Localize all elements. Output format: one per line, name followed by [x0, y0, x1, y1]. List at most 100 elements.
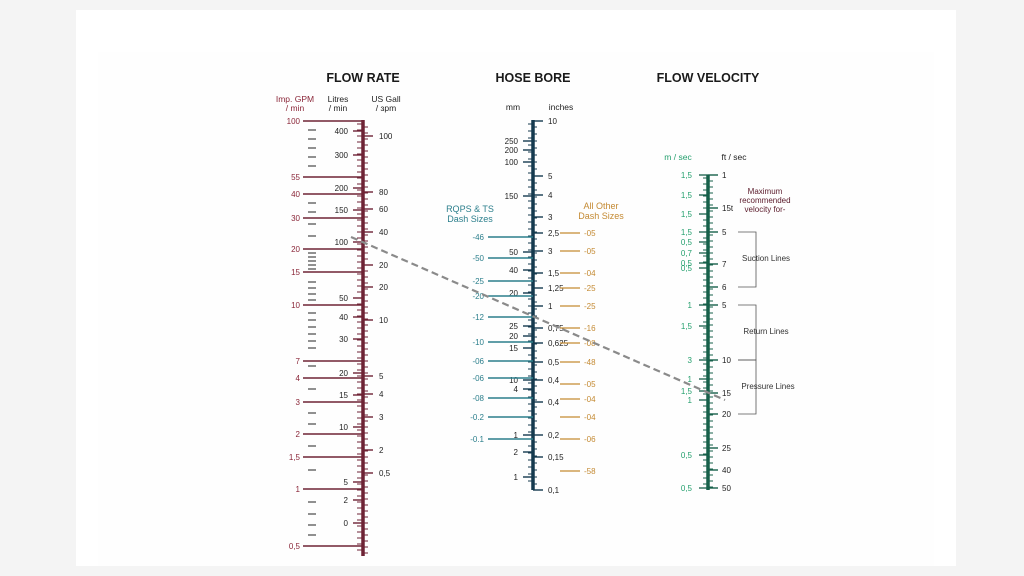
ms-label: 3	[688, 356, 693, 365]
ms-label: 1,5	[681, 322, 693, 331]
inch-label: 3	[548, 213, 553, 222]
litre-label: 0	[344, 519, 349, 528]
fts-label: 1	[722, 171, 727, 180]
us-gall-label: 100	[379, 132, 393, 141]
example-dashed-line	[350, 235, 726, 402]
mm-label: 1	[514, 431, 519, 440]
rqps-dash-label: -25	[472, 277, 484, 286]
inch-label: 0,1	[548, 486, 560, 495]
litre-label: 30	[339, 335, 348, 344]
imp-gpm-label: 0,5	[289, 542, 301, 551]
rqps-dash-label: -06	[472, 357, 484, 366]
inch-label: 0,625	[548, 339, 569, 348]
ms-label: 0,5	[681, 238, 693, 247]
rqps-dash-label: -46	[472, 233, 484, 242]
fts-label: 15t	[722, 204, 734, 213]
flow-velocity-title: FLOW VELOCITY	[657, 71, 760, 85]
imp-gpm-label: 1	[296, 485, 301, 494]
inches-header: inches	[549, 102, 574, 112]
inch-label: 4	[548, 191, 553, 200]
inch-label: 0,4	[548, 398, 560, 407]
rqps-dash-label: -08	[472, 394, 484, 403]
ms-label: 1	[688, 396, 693, 405]
litre-label: 200	[335, 184, 349, 193]
other-dash-label: -05	[584, 380, 596, 389]
other-dash-label: -08	[584, 339, 596, 348]
flow-velocity-scale: 1,51,51,51,50,50,70,50,511,5311,510,50,5…	[681, 171, 734, 493]
rqps-dash-label: -0.1	[470, 435, 484, 444]
other-dash-label: -58	[584, 467, 596, 476]
us-gall-label: 40	[379, 228, 388, 237]
mm-label: 15	[509, 344, 518, 353]
imp-gpm-label: 1,5	[289, 453, 301, 462]
imp-gpm-label: 55	[291, 173, 300, 182]
imp-gpm-label: 40	[291, 190, 300, 199]
fts-label: 10	[722, 356, 731, 365]
fts-label: 5	[722, 228, 727, 237]
mm-label: 25	[509, 322, 518, 331]
ms-label: 1,5	[681, 210, 693, 219]
mm-label: 250	[505, 137, 519, 146]
ms-label: 0,5	[681, 264, 693, 273]
litre-label: 150	[335, 206, 349, 215]
fts-label: 50	[722, 484, 731, 493]
mm-label: 4	[514, 385, 519, 394]
imp-gpm-header-line2: / min	[286, 103, 305, 113]
other-dash-label: -16	[584, 324, 596, 333]
mm-label: 100	[505, 158, 519, 167]
other-dash-label: -48	[584, 358, 596, 367]
ms-label: 1	[688, 301, 693, 310]
mm-label: 1	[514, 473, 519, 482]
imp-gpm-label: 10	[291, 301, 300, 310]
ms-label: 0,5	[681, 484, 693, 493]
rqps-title-line2: Dash Sizes	[447, 214, 493, 224]
us-gall-label: 80	[379, 188, 388, 197]
imp-gpm-label: 15	[291, 268, 300, 277]
fts-label: 40	[722, 466, 731, 475]
mm-label: 50	[509, 248, 518, 257]
fts-label: 5	[722, 301, 727, 310]
ms-label: 1,5	[681, 171, 693, 180]
rqps-dash-label: -10	[472, 338, 484, 347]
imp-gpm-label: 30	[291, 214, 300, 223]
inch-label: 1,25	[548, 284, 564, 293]
litres-header-line2: / min	[329, 103, 348, 113]
inch-label: 0,4	[548, 376, 560, 385]
hose-bore-scale: 250200100150504020252015104121105432,531…	[470, 117, 596, 495]
litre-label: 40	[339, 313, 348, 322]
rqps-dash-label: -50	[472, 254, 484, 263]
us-gall-header-line2: / ɜpm	[376, 103, 396, 113]
other-dash-title-line2: Dash Sizes	[578, 211, 624, 221]
litre-label: 50	[339, 294, 348, 303]
rqps-dash-label: -0.2	[470, 413, 484, 422]
ms-header: m / sec	[664, 152, 692, 162]
imp-gpm-label: 3	[296, 398, 301, 407]
us-gall-label: 3	[379, 413, 384, 422]
other-dash-label: -04	[584, 269, 596, 278]
ms-label: 0,5	[681, 259, 693, 268]
inch-label: 0,2	[548, 431, 560, 440]
suction-lines-label: Suction Lines	[742, 254, 790, 263]
imp-gpm-header-line1: Imp. GPM	[276, 94, 314, 104]
litre-label: 20	[339, 369, 348, 378]
imp-gpm-label: 7	[296, 357, 301, 366]
ms-label: 1,5	[681, 228, 693, 237]
inch-label: 0,15	[548, 453, 564, 462]
litre-label: 2	[344, 496, 349, 505]
fts-header: ft / sec	[721, 152, 747, 162]
inch-label: 2,5	[548, 229, 560, 238]
ms-label: 1,5	[681, 387, 693, 396]
pressure-lines-label: Pressure Lines	[741, 382, 794, 391]
imp-gpm-label: 2	[296, 430, 301, 439]
rqps-title-line1: RQPS & TS	[446, 204, 494, 214]
mm-label: 20	[509, 289, 518, 298]
fts-label: 7	[722, 260, 727, 269]
inch-label: 0,5	[548, 358, 560, 367]
inch-label: 10	[548, 117, 557, 126]
rqps-dash-label: -20	[472, 292, 484, 301]
imp-gpm-label: 100	[287, 117, 301, 126]
fts-label: 6	[722, 283, 727, 292]
flow-rate-scale: 10055403020151074321,510,540030020015010…	[287, 117, 393, 554]
us-gall-label: 60	[379, 205, 388, 214]
max-note-line2: recommended	[739, 196, 790, 205]
